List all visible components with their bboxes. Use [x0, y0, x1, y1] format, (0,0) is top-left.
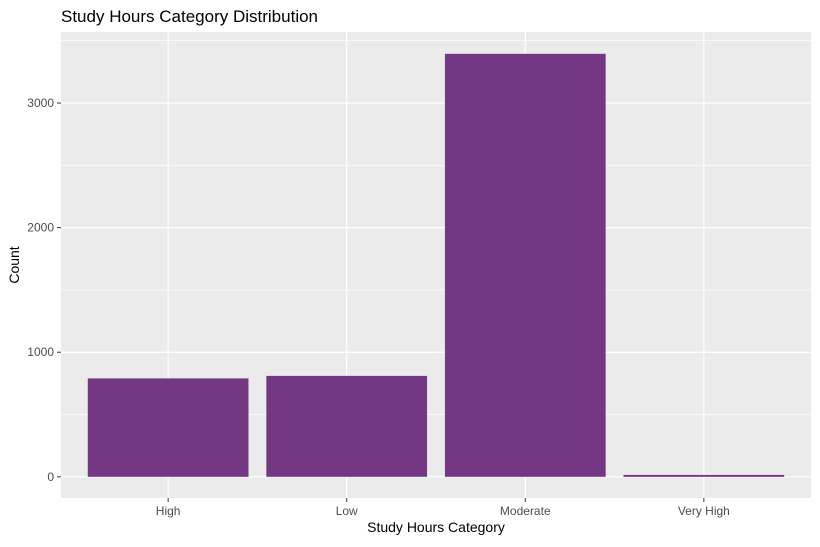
bar-low	[266, 375, 428, 477]
x-tick-label: Low	[336, 504, 358, 518]
bar-very-high	[623, 474, 785, 477]
y-tick-label: 1000	[27, 345, 54, 359]
y-tick-label: 3000	[27, 96, 54, 110]
y-tick-label: 0	[47, 470, 54, 484]
y-axis: 0 1000 2000 3000	[27, 96, 61, 484]
chart-title: Study Hours Category Distribution	[61, 7, 318, 26]
x-tick-label: High	[156, 504, 181, 518]
x-axis: High Low Moderate Very High	[156, 498, 730, 518]
bars	[87, 53, 785, 477]
bar-high	[87, 378, 249, 477]
y-tick-label: 2000	[27, 221, 54, 235]
x-tick-label: Very High	[678, 504, 730, 518]
x-axis-title: Study Hours Category	[367, 519, 505, 535]
x-tick-label: Moderate	[500, 504, 551, 518]
bar-moderate	[444, 53, 606, 477]
y-axis-title: Count	[6, 246, 22, 283]
